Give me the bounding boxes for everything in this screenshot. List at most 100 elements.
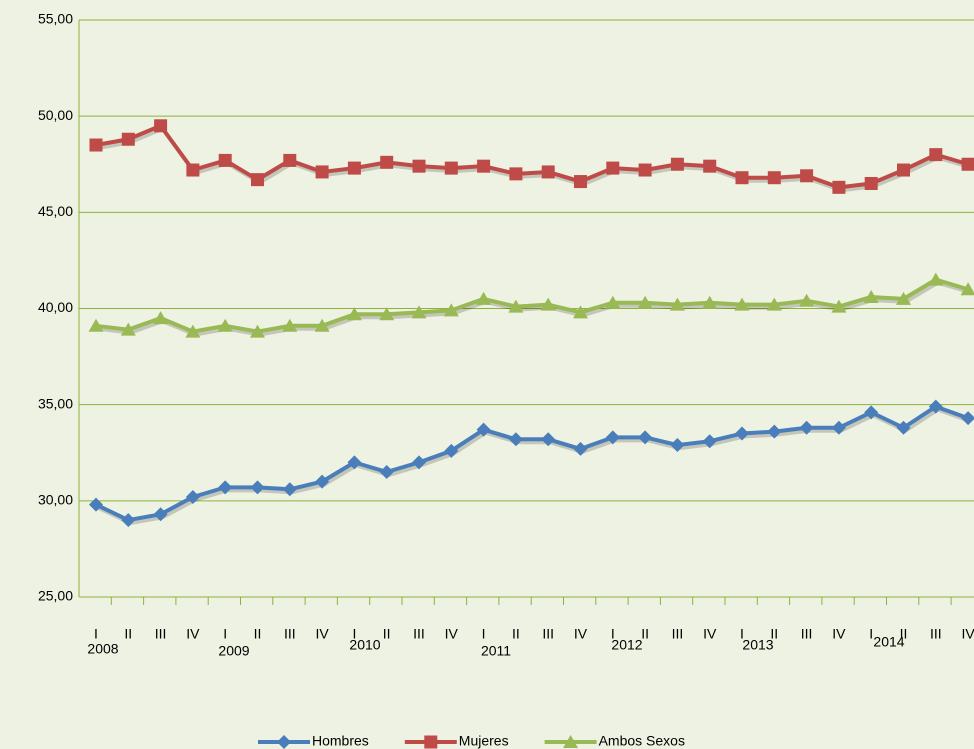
marker — [832, 180, 846, 194]
x-tick-label: II — [254, 626, 262, 642]
marker — [282, 482, 297, 497]
marker — [703, 159, 717, 173]
marker — [637, 295, 653, 309]
x-tick-label: I — [740, 626, 744, 642]
marker — [541, 432, 556, 447]
marker — [283, 153, 297, 167]
marker — [315, 474, 330, 489]
marker — [443, 303, 459, 317]
y-tick-label: 40,00 — [38, 299, 73, 315]
marker — [154, 119, 168, 133]
x-tick-label: IV — [574, 626, 588, 642]
x-tick-label: II — [383, 626, 391, 642]
marker — [669, 297, 685, 311]
marker — [508, 432, 523, 447]
marker — [347, 161, 361, 175]
year-label: 2012 — [611, 637, 642, 653]
marker — [573, 305, 588, 319]
marker — [670, 157, 684, 171]
marker — [702, 434, 717, 449]
legend-label: Ambos Sexos — [599, 733, 685, 749]
marker — [444, 443, 459, 458]
marker — [444, 161, 458, 175]
marker — [799, 420, 814, 435]
marker — [509, 167, 523, 181]
x-tick-label: I — [482, 626, 486, 642]
marker — [605, 295, 621, 309]
x-tick-label: III — [155, 626, 167, 642]
marker — [961, 157, 974, 171]
marker — [250, 324, 265, 338]
marker — [251, 173, 264, 187]
marker — [766, 297, 782, 311]
marker — [217, 318, 233, 332]
marker — [250, 480, 265, 495]
marker — [379, 464, 394, 479]
marker — [670, 438, 685, 453]
year-label: 2014 — [873, 634, 904, 650]
x-tick-label: II — [124, 626, 132, 642]
x-tick-label: I — [611, 626, 615, 642]
y-tick-label: 25,00 — [38, 588, 73, 604]
series-line — [95, 123, 969, 190]
marker — [346, 307, 362, 321]
legend-label: Hombres — [312, 733, 369, 749]
marker — [218, 153, 232, 167]
x-tick-label: II — [641, 626, 649, 642]
marker — [185, 324, 201, 338]
marker — [282, 318, 298, 332]
marker — [412, 455, 426, 470]
marker — [605, 430, 620, 445]
marker — [799, 293, 815, 307]
marker — [185, 489, 200, 504]
y-tick-label: 35,00 — [38, 395, 73, 411]
marker — [734, 297, 750, 311]
x-tick-label: I — [223, 626, 227, 642]
marker — [864, 405, 879, 420]
x-tick-label: III — [413, 626, 425, 642]
year-label: 2009 — [218, 643, 249, 659]
marker — [412, 159, 426, 173]
marker — [573, 441, 588, 456]
marker — [929, 148, 943, 162]
marker — [277, 735, 291, 749]
x-tick-label: III — [930, 626, 942, 642]
marker — [89, 138, 103, 152]
marker — [606, 161, 620, 175]
marker — [508, 299, 524, 313]
x-tick-label: II — [900, 626, 908, 642]
marker — [540, 297, 556, 311]
x-tick-label: IV — [186, 626, 200, 642]
marker — [928, 399, 943, 414]
y-tick-label: 55,00 — [38, 11, 73, 27]
line-shadow — [97, 280, 971, 337]
marker — [314, 318, 330, 332]
series-line — [95, 404, 969, 523]
x-tick-label: IV — [315, 626, 329, 642]
year-label: 2010 — [349, 637, 380, 653]
x-tick-label: IV — [703, 626, 717, 642]
marker — [347, 455, 362, 470]
marker — [563, 735, 579, 748]
marker — [767, 424, 782, 439]
marker — [121, 513, 136, 528]
marker — [153, 311, 169, 325]
marker — [928, 272, 944, 286]
marker — [121, 132, 135, 146]
marker — [88, 318, 104, 332]
x-tick-label: II — [512, 626, 520, 642]
x-tick-label: IV — [445, 626, 459, 642]
marker — [476, 291, 492, 305]
x-tick-label: III — [284, 626, 296, 642]
marker — [424, 735, 438, 749]
series-line — [95, 277, 969, 334]
marker — [476, 422, 491, 437]
marker — [574, 175, 587, 189]
x-tick-label: III — [672, 626, 684, 642]
marker — [863, 289, 879, 303]
marker — [767, 171, 781, 185]
line-shadow — [97, 407, 971, 526]
marker — [218, 480, 233, 495]
x-tick-label: I — [94, 626, 98, 642]
